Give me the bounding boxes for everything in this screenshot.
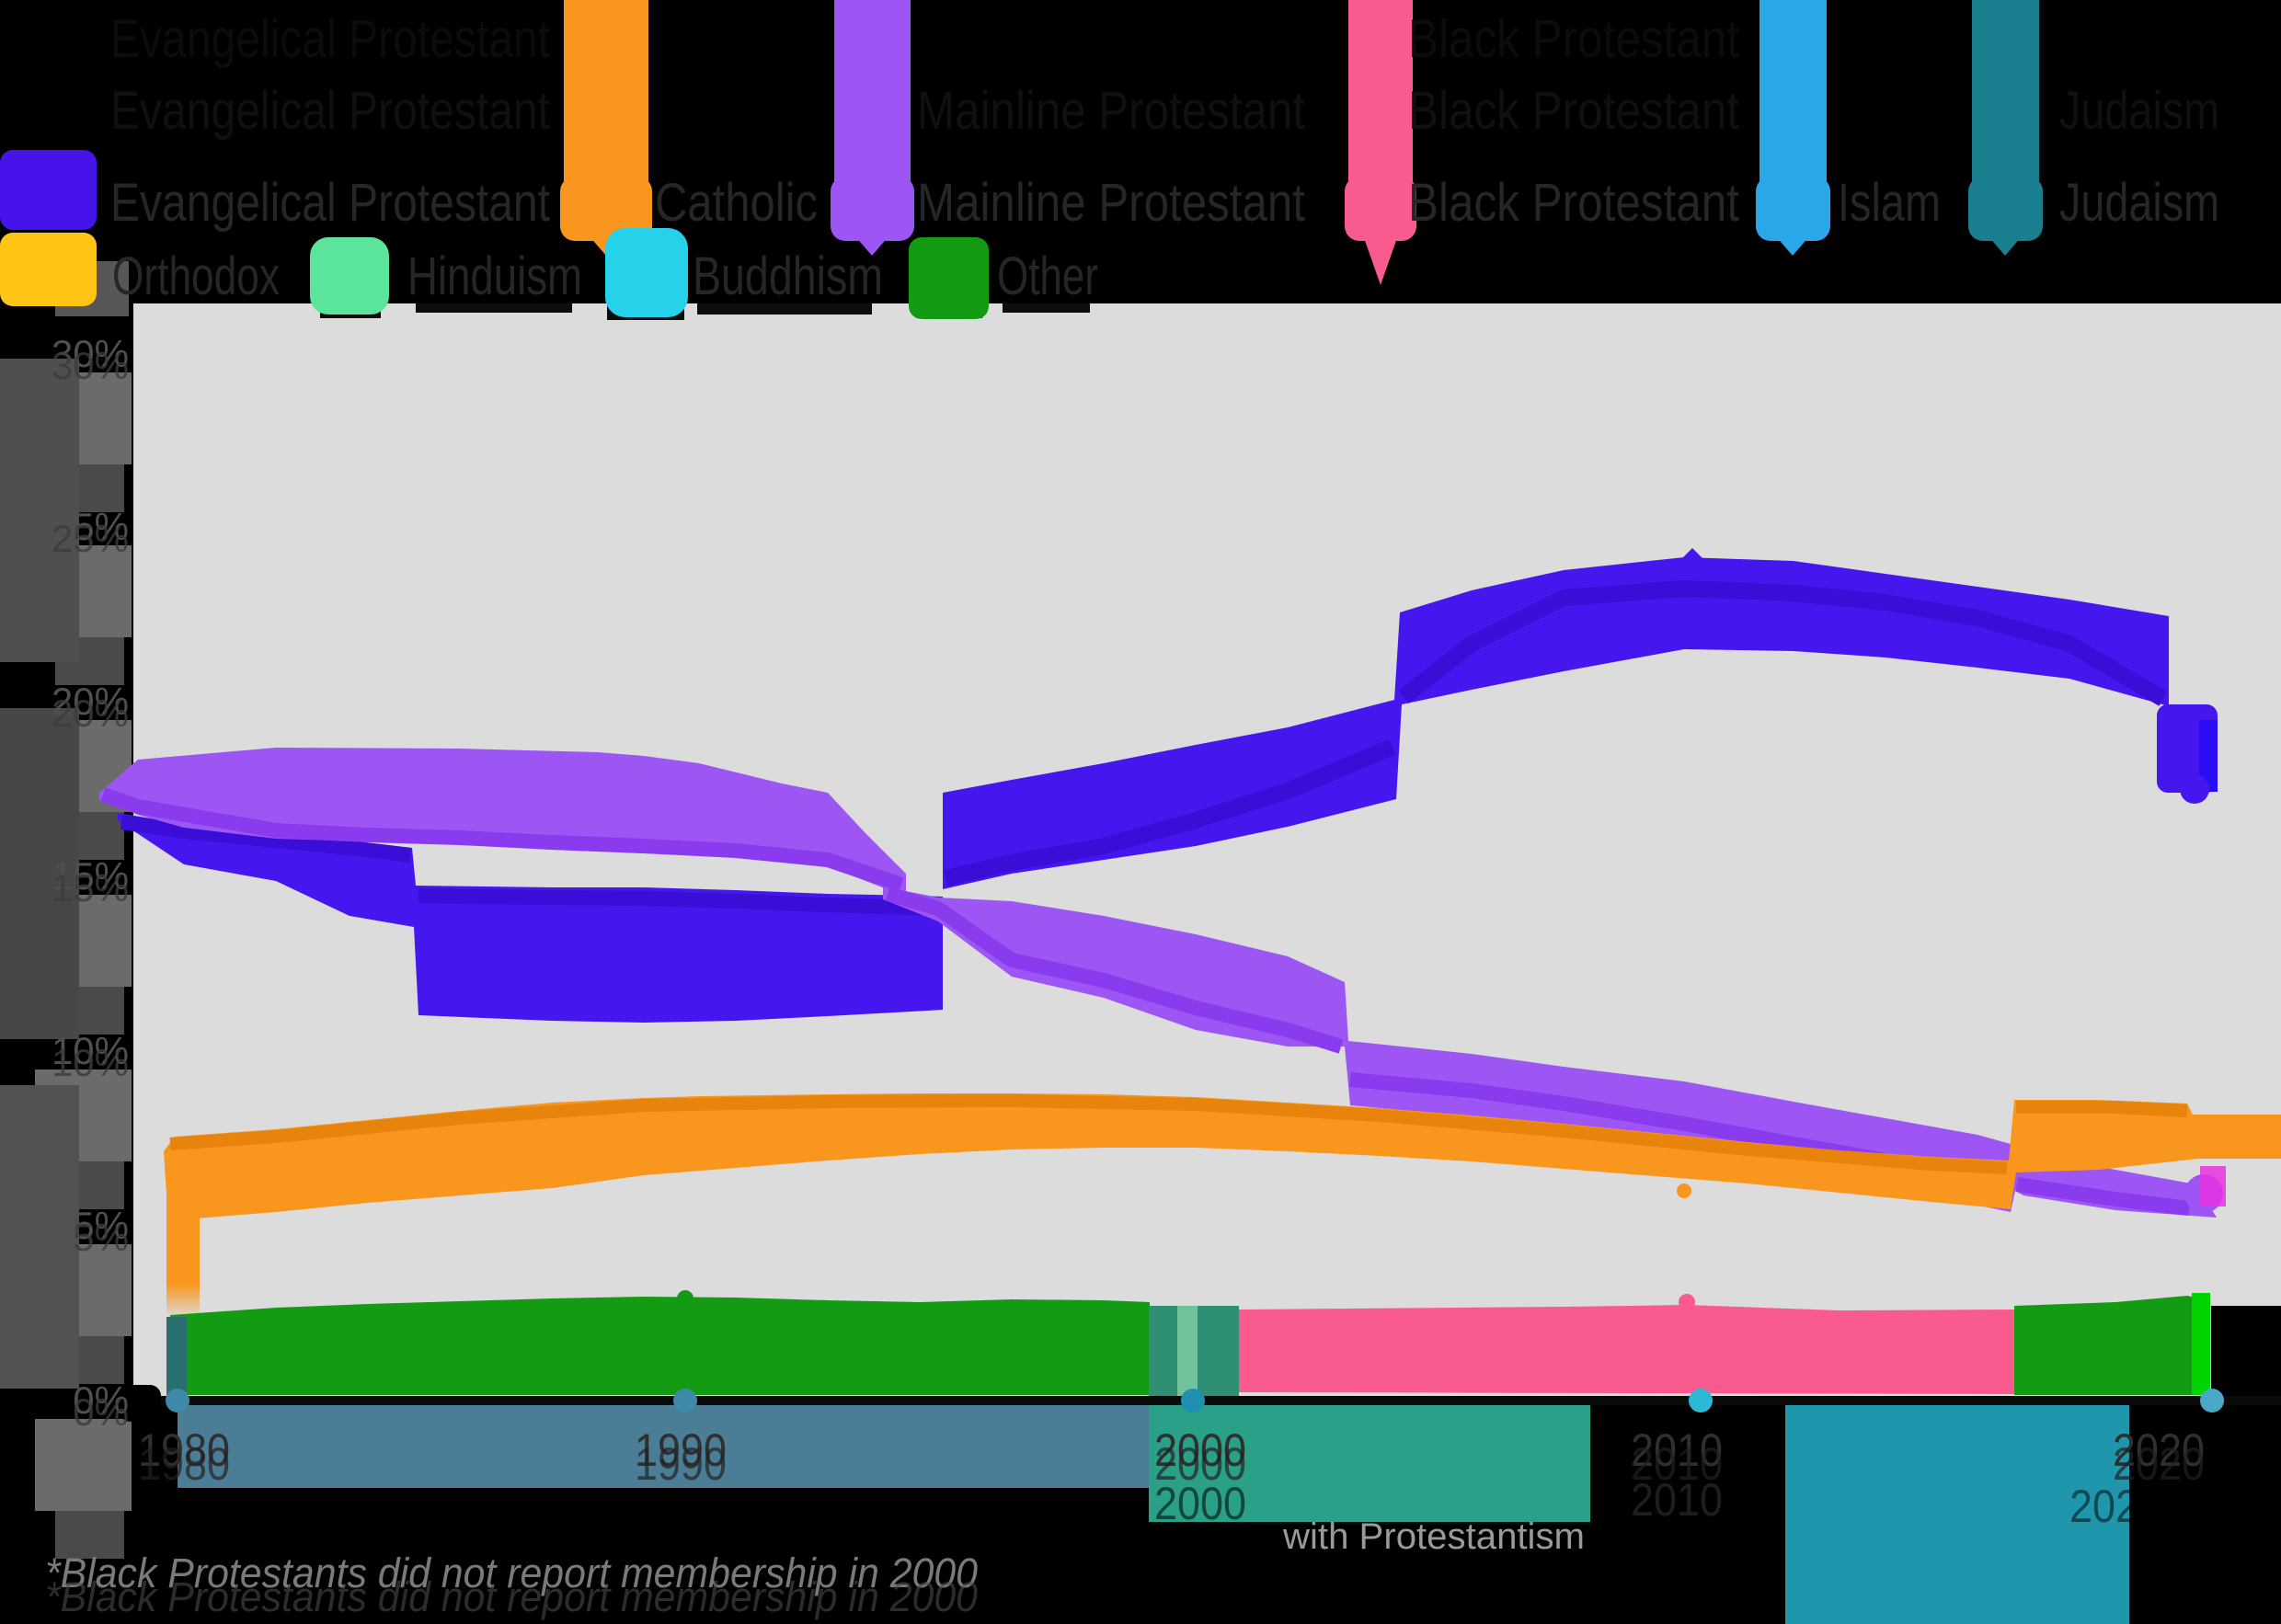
svg-text:Catholic: Catholic (655, 173, 818, 233)
svg-text:Evangelical Protestant: Evangelical Protestant (110, 173, 550, 233)
svg-text:Judaism: Judaism (2059, 81, 2219, 141)
svg-text:2020: 2020 (2069, 1481, 2161, 1532)
svg-text:15%: 15% (52, 854, 129, 898)
svg-text:2020: 2020 (2113, 1424, 2205, 1476)
svg-text:Mainline Protestant: Mainline Protestant (917, 81, 1305, 141)
svg-text:2010: 2010 (1631, 1424, 1723, 1476)
svg-text:15%: 15% (52, 866, 129, 909)
svg-text:0%: 0% (73, 1378, 129, 1422)
svg-text:10%: 10% (52, 1041, 129, 1084)
svg-text:1990: 1990 (635, 1438, 727, 1490)
svg-text:25%: 25% (52, 517, 129, 560)
svg-text:25%: 25% (52, 505, 129, 548)
svg-text:Evangelical Protestant: Evangelical Protestant (110, 81, 550, 141)
svg-text:2000: 2000 (1154, 1424, 1246, 1476)
svg-text:Black Protestant: Black Protestant (1408, 173, 1739, 233)
svg-text:5%: 5% (73, 1216, 129, 1259)
svg-text:30%: 30% (52, 332, 129, 375)
svg-text:*Black Protestants did not rep: *Black Protestants did not report member… (45, 1573, 978, 1620)
svg-text:Buddhism: Buddhism (693, 246, 883, 306)
svg-text:1980: 1980 (138, 1438, 230, 1490)
svg-text:0%: 0% (73, 1390, 129, 1434)
svg-text:Other: Other (997, 246, 1098, 306)
svg-text:Orthodox: Orthodox (112, 246, 280, 306)
svg-text:5%: 5% (73, 1204, 129, 1247)
svg-text:1980: 1980 (138, 1424, 230, 1476)
svg-text:*Black Protestants did not rep: *Black Protestants did not report member… (45, 1550, 978, 1596)
svg-text:Black Protestant: Black Protestant (1408, 9, 1739, 69)
svg-text:Evangelical Protestant: Evangelical Protestant (110, 9, 550, 69)
svg-text:10%: 10% (52, 1029, 129, 1072)
svg-text:2020: 2020 (2113, 1438, 2205, 1490)
svg-text:2000: 2000 (1154, 1478, 1246, 1529)
svg-text:2010: 2010 (1631, 1474, 1723, 1526)
svg-text:Mainline Protestant: Mainline Protestant (917, 173, 1305, 233)
svg-text:Islam: Islam (1838, 173, 1941, 233)
svg-text:Black Protestant: Black Protestant (1408, 81, 1739, 141)
svg-text:2010: 2010 (1631, 1438, 1723, 1490)
svg-text:with Protestantism: with Protestantism (1282, 1516, 1585, 1557)
svg-text:20%: 20% (52, 692, 129, 735)
svg-text:20%: 20% (52, 680, 129, 723)
svg-text:Judaism: Judaism (2059, 173, 2219, 233)
svg-text:30%: 30% (52, 344, 129, 387)
svg-text:1990: 1990 (635, 1424, 727, 1476)
svg-text:2000: 2000 (1154, 1438, 1246, 1490)
svg-text:Hinduism: Hinduism (407, 246, 582, 306)
